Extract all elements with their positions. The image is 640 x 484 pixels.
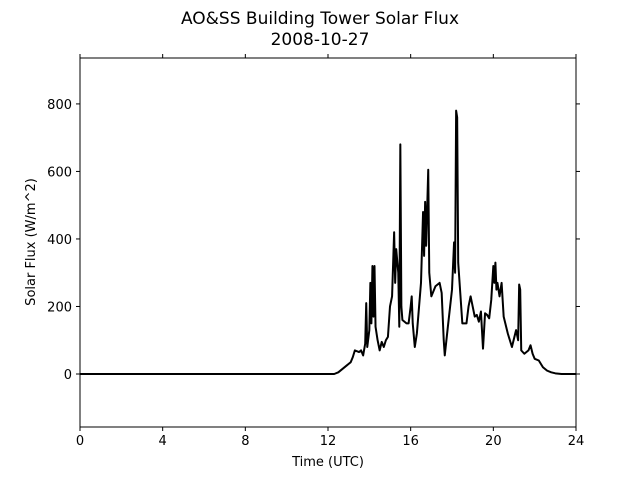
y-tick-label: 200 <box>47 300 72 315</box>
x-tick-label: 4 <box>159 434 167 449</box>
y-tick-label: 400 <box>47 233 72 248</box>
x-tick-label: 12 <box>320 434 337 449</box>
y-tick-label: 0 <box>64 368 72 383</box>
chart-title: AO&SS Building Tower Solar Flux <box>181 9 459 29</box>
x-tick-label: 0 <box>76 434 84 449</box>
data-line <box>80 109 576 375</box>
x-tick-label: 16 <box>402 434 419 449</box>
plot-frame <box>79 57 577 428</box>
chart-subtitle: 2008-10-27 <box>271 30 370 50</box>
x-tick-label: 8 <box>241 434 249 449</box>
y-tick-label: 600 <box>47 165 72 180</box>
y-tick-label: 800 <box>47 98 72 113</box>
x-tick-label: 20 <box>485 434 502 449</box>
x-axis-label: Time (UTC) <box>291 455 364 470</box>
y-axis-label: Solar Flux (W/m^2) <box>24 178 39 306</box>
x-tick-label: 24 <box>568 434 585 449</box>
